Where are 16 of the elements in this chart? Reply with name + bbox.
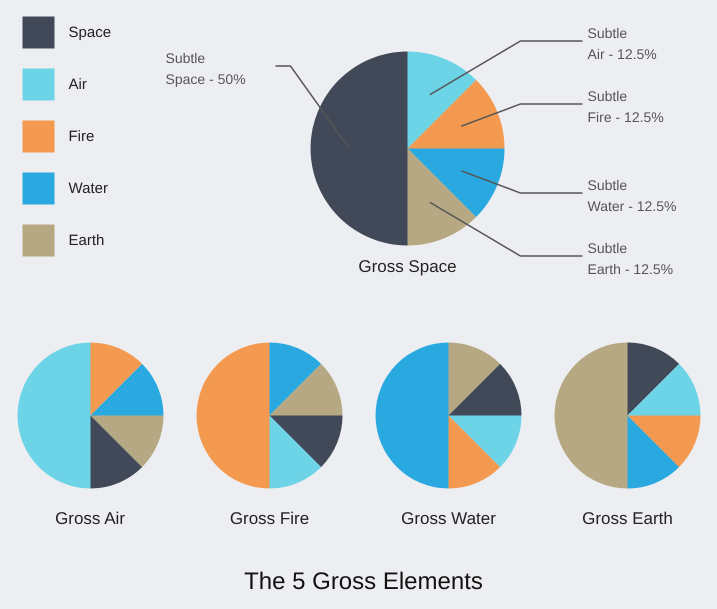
text: Gross Space <box>358 257 457 276</box>
text: Subtle Water - 12.5% <box>588 177 676 214</box>
legend-label: Fire <box>68 128 94 145</box>
legend-label: Water <box>68 180 108 197</box>
text: Gross Fire <box>230 509 310 528</box>
text: Subtle Fire - 12.5% <box>588 88 664 125</box>
text: Gross Water <box>401 509 496 528</box>
text: Subtle Earth - 12.5% <box>588 240 674 277</box>
text: Subtle Air - 12.5% <box>588 24 657 62</box>
text: Subtle Space - 50% <box>166 50 246 87</box>
legend-label: Earth <box>68 232 104 249</box>
text: Gross Earth <box>582 509 673 528</box>
legend-label: Air <box>68 76 87 93</box>
text: The 5 Gross Elements <box>243 567 484 597</box>
legend-label: Space <box>68 24 112 41</box>
text: Gross Air <box>55 509 126 528</box>
